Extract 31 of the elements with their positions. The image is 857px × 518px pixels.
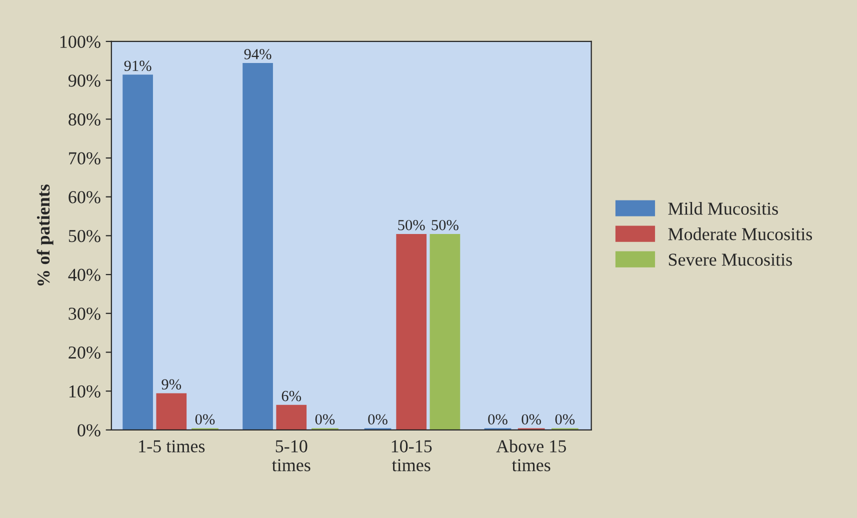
y-tick-label: 80% — [68, 113, 100, 126]
data-label: 50% — [432, 220, 458, 230]
data-label: 0% — [522, 414, 541, 425]
data-label: 0% — [368, 414, 388, 425]
x-tick-label: 10-15 times — [392, 440, 432, 472]
legend-label: Moderate Mucositis — [668, 228, 812, 240]
x-tick-label: Above 15 times — [496, 440, 566, 472]
legend-label: Severe Mucositis — [668, 254, 792, 266]
data-label: 0% — [195, 414, 215, 425]
y-tick-label: 40% — [68, 268, 100, 282]
data-label: 91% — [124, 60, 152, 72]
data-label: 0% — [315, 414, 335, 425]
data-label: 0% — [488, 414, 508, 425]
data-label: 0% — [555, 414, 575, 425]
data-label: 50% — [398, 220, 425, 230]
data-label: 94% — [244, 49, 272, 60]
y-tick-label: 20% — [68, 346, 100, 359]
y-tick-label: 90% — [68, 74, 100, 87]
y-tick-label: 100% — [60, 36, 100, 48]
y-tick-label: 60% — [68, 191, 100, 204]
y-axis-title: % of patients — [36, 184, 54, 286]
y-tick-label: 10% — [69, 385, 100, 398]
legend-label: Mild Mucositis — [668, 202, 778, 215]
x-tick-label: 1-5 times — [139, 440, 205, 452]
y-tick-label: 30% — [68, 308, 100, 320]
data-label: 9% — [162, 379, 182, 390]
y-tick-label: 50% — [68, 230, 100, 242]
y-tick-label: 70% — [69, 152, 100, 164]
y-tick-label: 0% — [78, 424, 100, 436]
data-label: 6% — [282, 390, 302, 402]
x-tick-label: 5-10 times — [272, 440, 310, 472]
